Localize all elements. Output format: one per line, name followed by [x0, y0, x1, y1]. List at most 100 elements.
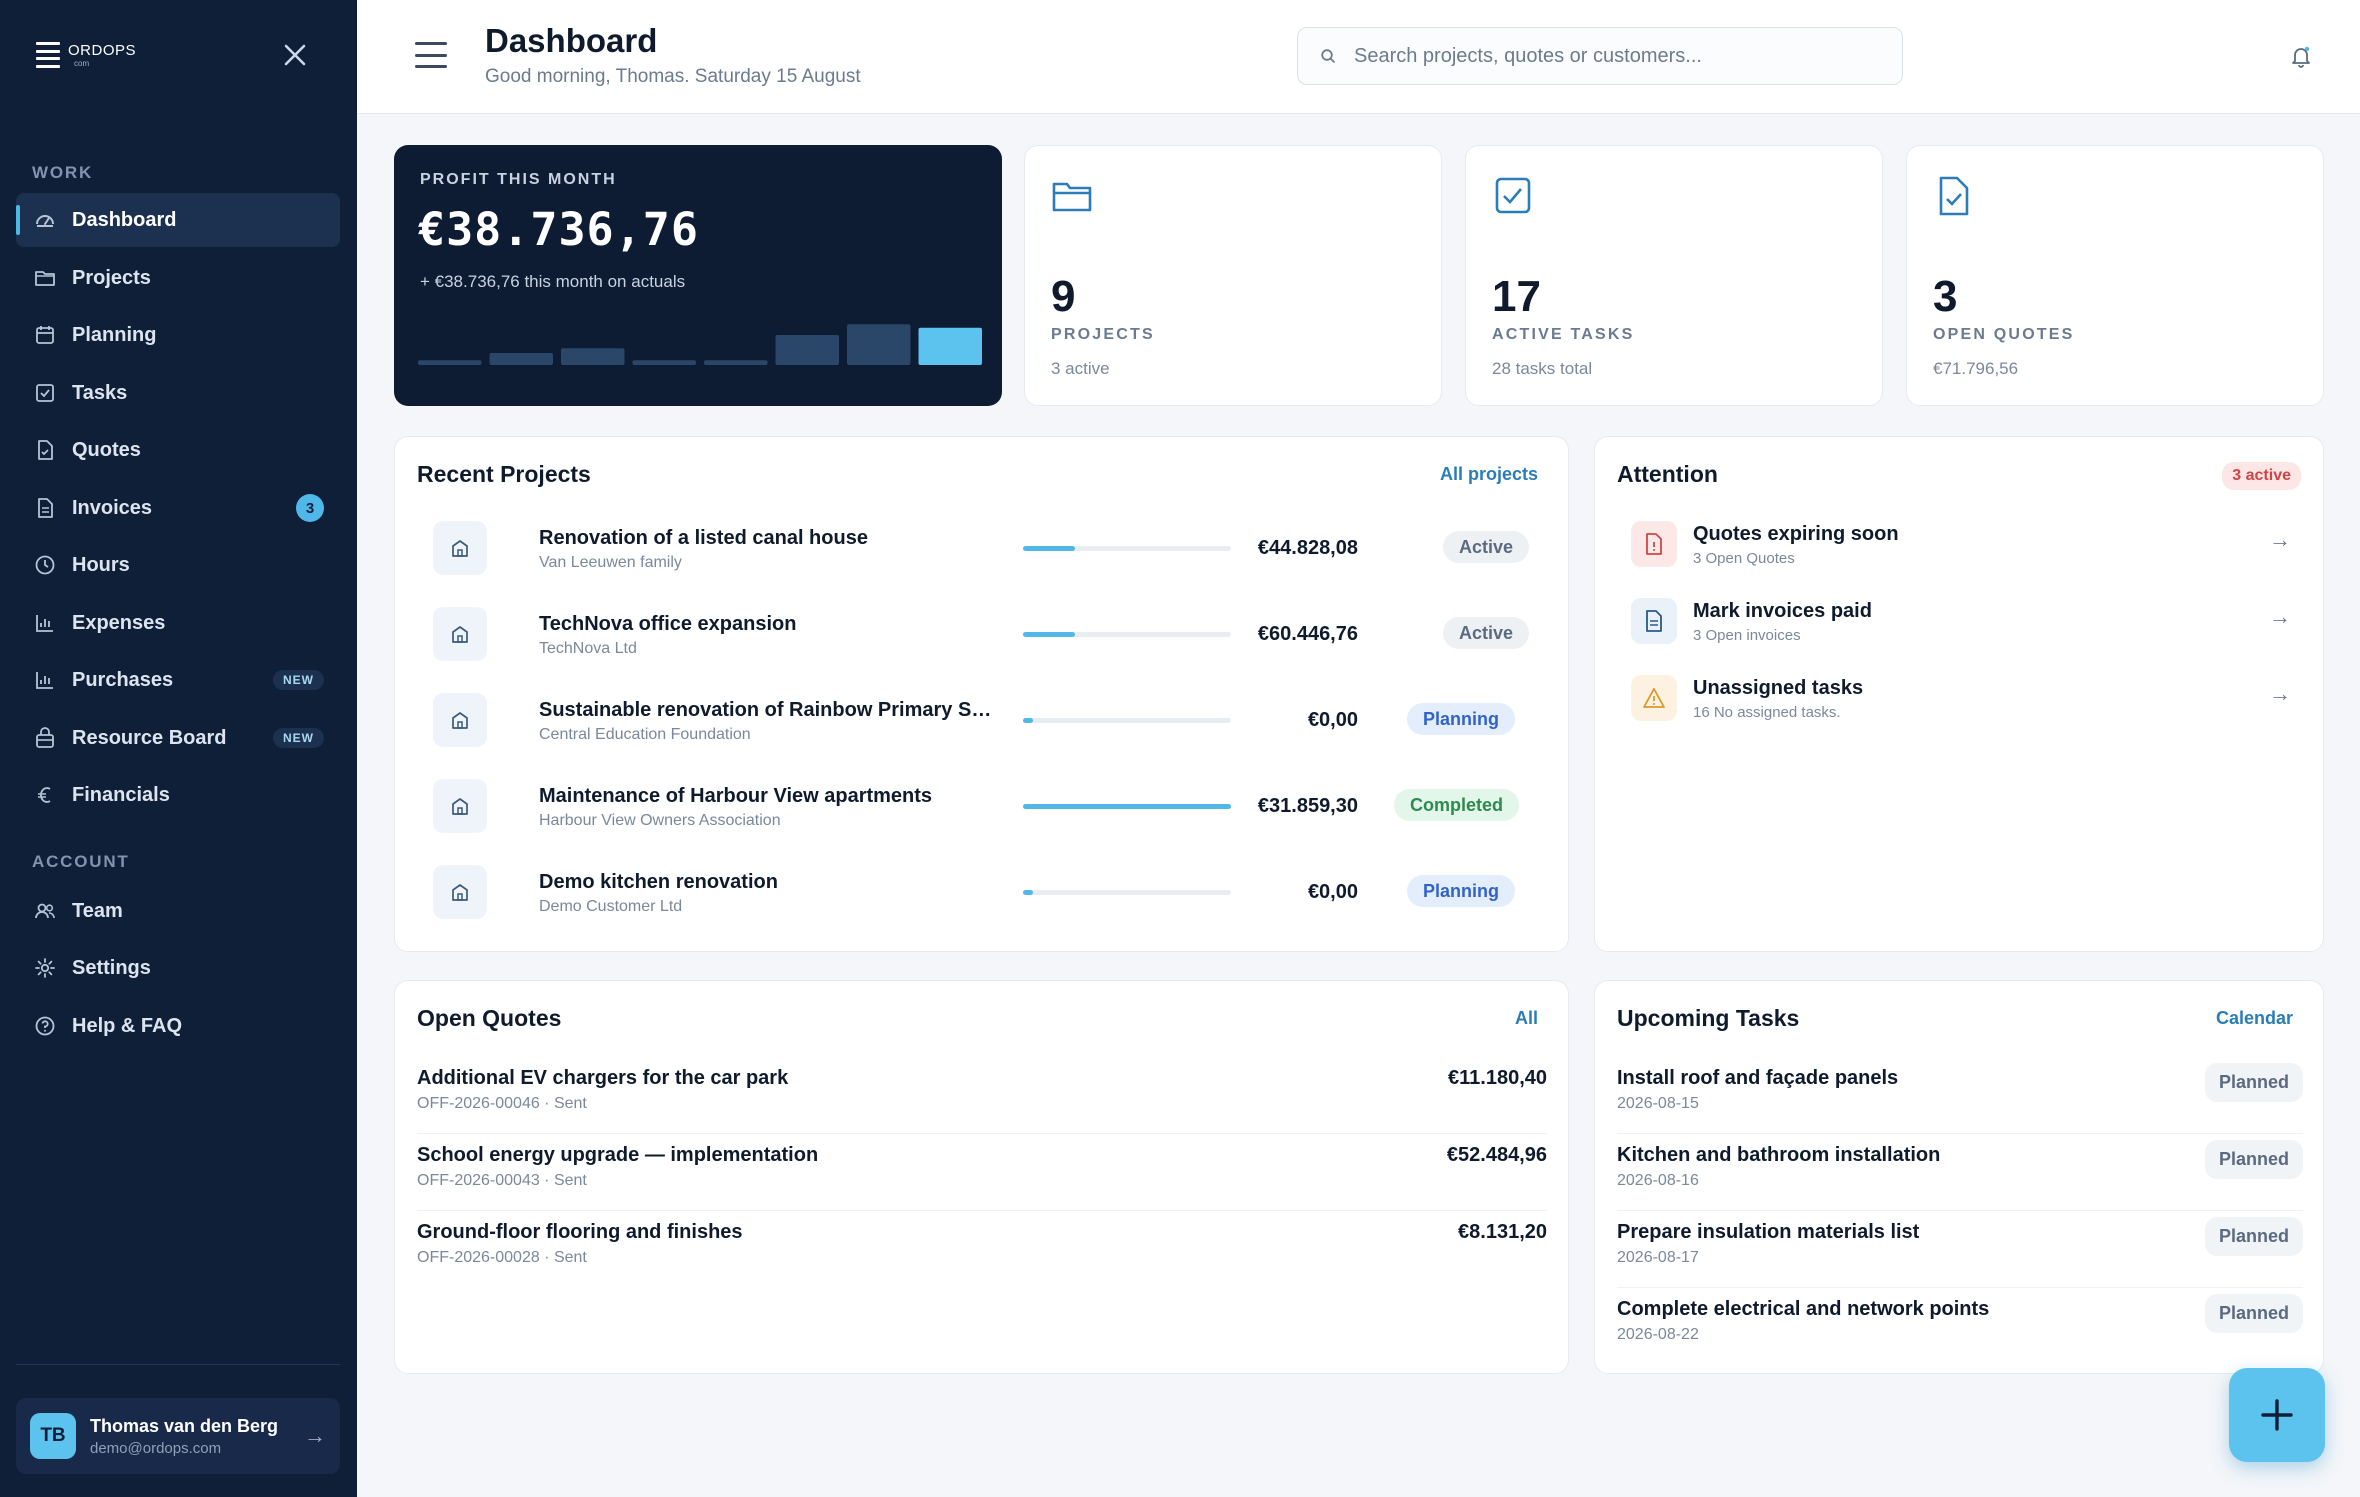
building-icon: [433, 865, 487, 919]
page-subtitle: Good morning, Thomas. Saturday 15 August: [485, 66, 861, 87]
gear-icon: [35, 958, 55, 978]
new-badge: NEW: [273, 670, 324, 690]
project-row[interactable]: TechNova office expansion TechNova Ltd €60…: [431, 599, 1551, 669]
task-row[interactable]: Install roof and façade panels 2026-08-1…: [1617, 1057, 2303, 1134]
attention-item-unassigned-tasks[interactable]: Unassigned tasks 16 No assigned tasks. →: [1631, 667, 2291, 733]
progress-fill: [1023, 718, 1034, 723]
card-title: Attention: [1617, 461, 1718, 487]
profit-bar: [632, 360, 696, 365]
stat-number: 9: [1051, 272, 1076, 321]
profit-bar: [418, 360, 482, 365]
progress-fill: [1023, 890, 1034, 895]
arrow-right-icon[interactable]: →: [2269, 604, 2291, 629]
project-amount: €31.859,30: [1257, 795, 1358, 817]
quote-title: School energy upgrade — implementation: [417, 1144, 819, 1166]
attention-card: Attention 3 active Quotes expiring soon …: [1594, 436, 2324, 952]
profit-bar: [561, 348, 625, 365]
task-row[interactable]: Complete electrical and network points 2…: [1617, 1288, 2303, 1365]
building-icon: [433, 521, 487, 575]
task-date: 2026-08-16: [1617, 1172, 1699, 1189]
attention-item-quotes-expiring[interactable]: Quotes expiring soon 3 Open Quotes →: [1631, 513, 2291, 579]
sidebar-item-tasks[interactable]: Tasks: [16, 366, 340, 420]
sidebar-item-invoices[interactable]: Invoices 3: [16, 481, 340, 535]
users-icon: [35, 903, 55, 919]
stat-card-active-tasks[interactable]: 17 ACTIVE TASKS 28 tasks total: [1465, 145, 1883, 406]
task-date: 2026-08-15: [1617, 1095, 1699, 1112]
document-check-icon: [38, 440, 53, 460]
profit-bar: [847, 324, 911, 365]
status-badge: Active: [1442, 617, 1529, 649]
project-client: Central Education Foundation: [539, 726, 751, 743]
logo[interactable]: ORDOPS com: [36, 42, 136, 68]
attention-subtext: 3 Open invoices: [1693, 627, 1801, 644]
arrow-right-icon[interactable]: →: [2269, 681, 2291, 706]
all-quotes-link[interactable]: All: [1514, 1008, 1538, 1028]
sidebar-item-dashboard[interactable]: Dashboard: [16, 193, 340, 247]
sidebar-item-expenses[interactable]: Expenses: [16, 596, 340, 650]
stat-label: OPEN QUOTES: [1933, 326, 2075, 343]
project-amount: €44.828,08: [1257, 537, 1358, 559]
quote-row[interactable]: School energy upgrade — implementation O…: [417, 1134, 1547, 1211]
quote-reference: OFF-2026-00028 · Sent: [417, 1249, 587, 1266]
arrow-right-icon[interactable]: →: [2269, 527, 2291, 552]
stat-card-open-quotes[interactable]: 3 OPEN QUOTES €71.796,56: [1906, 145, 2324, 406]
project-name: Maintenance of Harbour View apartments: [539, 785, 933, 807]
lock-board-icon: [36, 727, 54, 748]
sidebar-item-financials[interactable]: Financials: [16, 768, 340, 822]
project-row[interactable]: Maintenance of Harbour View apartments Ha…: [431, 771, 1551, 841]
hamburger-menu-icon[interactable]: [415, 42, 447, 68]
project-progress-bar: [1023, 632, 1231, 637]
notification-bell-icon[interactable]: [2290, 44, 2312, 68]
stat-subtext: 3 active: [1051, 359, 1110, 378]
project-row[interactable]: Sustainable renovation of Rainbow Primar…: [431, 685, 1551, 755]
avatar: TB: [30, 1413, 76, 1459]
calendar-link[interactable]: Calendar: [2215, 1008, 2293, 1028]
building-icon: [433, 693, 487, 747]
add-new-button[interactable]: [2229, 1368, 2325, 1462]
all-projects-link[interactable]: All projects: [1439, 464, 1538, 484]
calendar-icon: [36, 326, 54, 344]
stat-card-projects[interactable]: 9 PROJECTS 3 active: [1024, 145, 1442, 406]
project-client: Harbour View Owners Association: [539, 812, 781, 829]
chart-icon: [36, 615, 53, 632]
attention-item-invoices-paid[interactable]: Mark invoices paid 3 Open invoices →: [1631, 590, 2291, 656]
stat-number: 3: [1933, 272, 1958, 321]
task-row[interactable]: Kitchen and bathroom installation 2026-0…: [1617, 1134, 2303, 1211]
sidebar-item-purchases[interactable]: Purchases NEW: [16, 653, 340, 707]
sidebar-item-label: Resource Board: [72, 726, 227, 749]
arrow-right-icon[interactable]: →: [304, 1423, 326, 1448]
user-profile-card[interactable]: TB Thomas van den Berg demo@ordops.com →: [16, 1398, 340, 1474]
card-title: Open Quotes: [417, 1005, 562, 1031]
task-row[interactable]: Prepare insulation materials list 2026-0…: [1617, 1211, 2303, 1288]
project-name: Sustainable renovation of Rainbow Primar…: [539, 699, 999, 721]
close-sidebar-icon[interactable]: [278, 38, 312, 72]
quote-title: Additional EV chargers for the car park: [417, 1067, 789, 1089]
project-row[interactable]: Demo kitchen renovation Demo Customer Ltd…: [431, 857, 1551, 927]
sidebar-item-help[interactable]: Help & FAQ: [16, 999, 340, 1053]
checkbox-icon: [1495, 177, 1531, 214]
sidebar-item-planning[interactable]: Planning: [16, 308, 340, 362]
sidebar-item-hours[interactable]: Hours: [16, 538, 340, 592]
sidebar-item-projects[interactable]: Projects: [16, 251, 340, 305]
sidebar: ORDOPS com WORK Dashboard Projects Plann…: [0, 0, 357, 1497]
sidebar-item-team[interactable]: Team: [16, 884, 340, 938]
invoices-count-badge: 3: [296, 494, 324, 522]
project-row[interactable]: Renovation of a listed canal house Van Le…: [431, 513, 1551, 583]
task-date: 2026-08-22: [1617, 1326, 1699, 1343]
quote-reference: OFF-2026-00043 · Sent: [417, 1172, 587, 1189]
user-name: Thomas van den Berg: [90, 1415, 279, 1436]
sidebar-item-quotes[interactable]: Quotes: [16, 423, 340, 477]
quote-row[interactable]: Additional EV chargers for the car park …: [417, 1057, 1547, 1134]
profit-card[interactable]: PROFIT THIS MONTH €38.736,76 + €38.736,7…: [394, 145, 1002, 406]
search-input[interactable]: [1354, 44, 1874, 68]
logo-subtext: com: [74, 59, 90, 68]
search-box[interactable]: [1297, 27, 1903, 85]
open-quotes-card: Open Quotes All Additional EV chargers f…: [394, 980, 1569, 1374]
quote-row[interactable]: Ground-floor flooring and finishes OFF-2…: [417, 1211, 1547, 1288]
sidebar-item-settings[interactable]: Settings: [16, 941, 340, 995]
sidebar-item-resource-board[interactable]: Resource Board NEW: [16, 711, 340, 765]
quote-amount: €8.131,20: [1458, 1221, 1547, 1243]
status-badge: Planning: [1407, 703, 1515, 735]
attention-subtext: 16 No assigned tasks.: [1693, 704, 1841, 721]
profit-bar: [918, 327, 982, 365]
